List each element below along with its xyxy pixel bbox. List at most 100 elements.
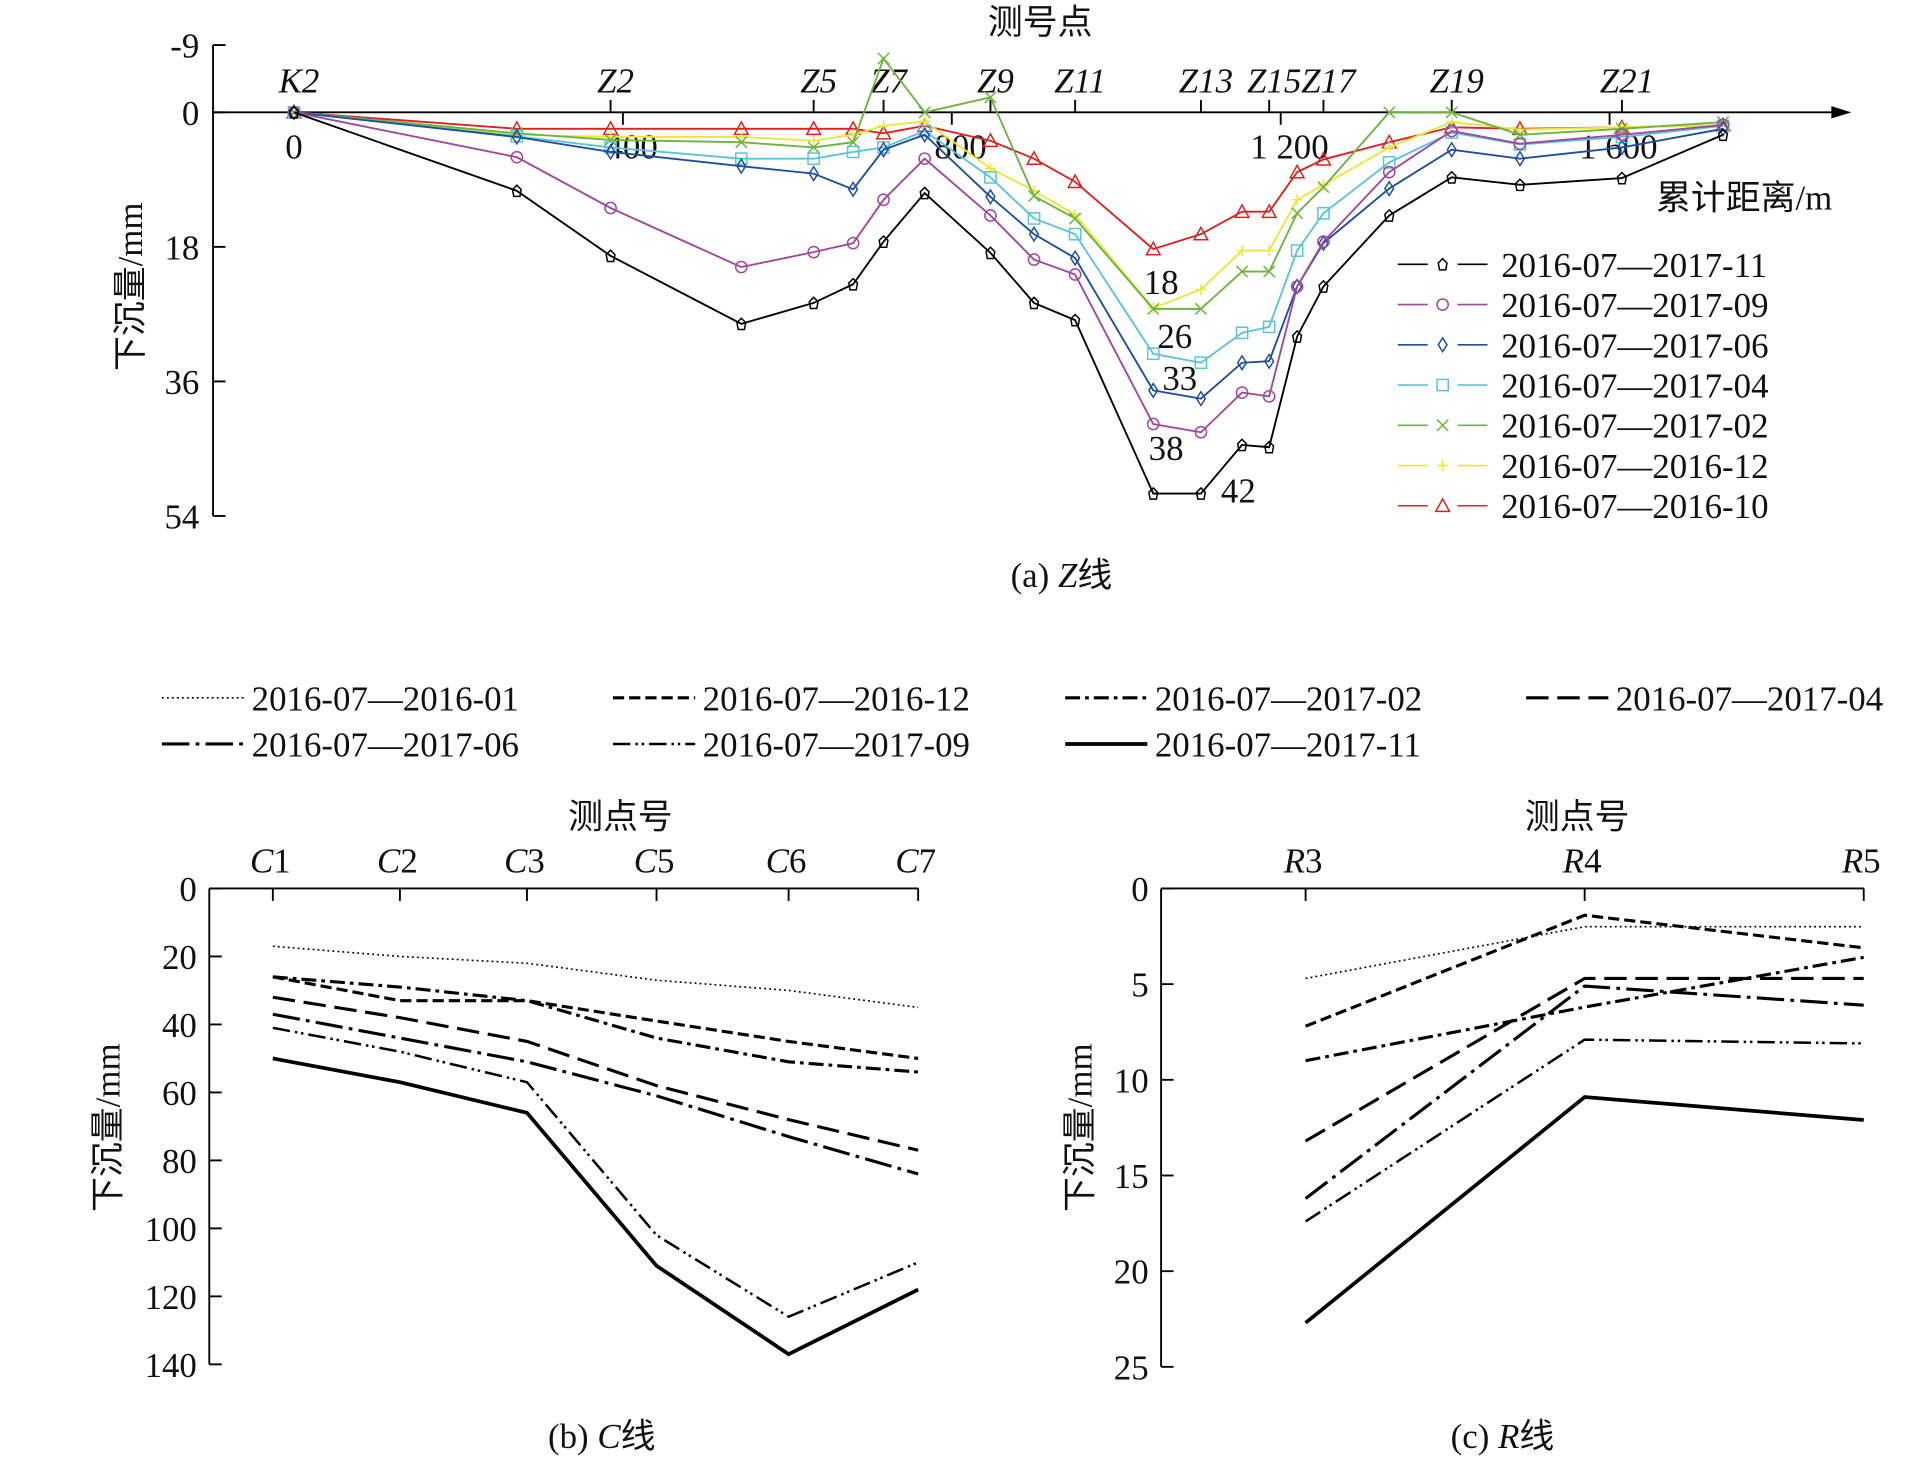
- panel-a-data-point: [1263, 352, 1275, 370]
- panel-a-data-point: [846, 145, 860, 159]
- panel-c-y-tick-label: 25: [1114, 1348, 1149, 1387]
- panel-a-data-point: [1194, 356, 1208, 370]
- panel-c-x-tick-label-number: 5: [1863, 841, 1880, 880]
- panel-a-point-label: Z9: [977, 61, 1014, 100]
- panel-a-series-line: [293, 111, 1724, 495]
- panel-a-caption-prefix: (a): [1011, 556, 1058, 595]
- panel-a-legend-marker: [1436, 378, 1449, 392]
- panel-b-title: 测点号: [568, 798, 673, 837]
- panel-c-x-tick-label-number: 4: [1584, 841, 1601, 880]
- panel-a-data-point: [982, 132, 999, 148]
- panel-a-data-point: [736, 317, 747, 331]
- panel-b-caption: (b) C线: [548, 1417, 656, 1456]
- panel-a-data-point: [1615, 128, 1629, 142]
- panel-a-data-point: [1147, 302, 1160, 316]
- panel-c-x-tick-label-letter: R: [1841, 841, 1863, 880]
- panel-b-x-tick-label-number: 1: [273, 841, 290, 880]
- panel-a-data-point: [1195, 486, 1207, 500]
- panel-c-caption-prefix: (c): [1451, 1417, 1498, 1456]
- panel-a-data-point: [985, 246, 996, 260]
- panel-a-point-label: Z11: [1054, 61, 1106, 100]
- panel-b-series-dashdot: [272, 975, 919, 1074]
- panel-a-point-label: Z21: [1600, 61, 1654, 100]
- panel-b-y-tick-label: 140: [145, 1346, 197, 1385]
- panel-b-x-tick-label: C5: [634, 841, 675, 880]
- panel-b-series-solid: [272, 1056, 919, 1357]
- panel-a-y-tick-label: -9: [170, 27, 199, 66]
- panel-b-caption-prefix: (b): [548, 1417, 597, 1456]
- panel-a-series-line: [293, 111, 1724, 434]
- panel-a-data-point: [1069, 313, 1081, 327]
- panel-a-data-point: [1716, 118, 1730, 132]
- panel-c-series-longdashdot: [1304, 984, 1864, 1200]
- panel-c-y-tick-label: 10: [1114, 1061, 1149, 1100]
- panel-a-legend-marker: [1436, 419, 1449, 432]
- panel-a-data-point: [1194, 425, 1208, 439]
- panel-a-data-point: [1147, 382, 1159, 399]
- panel-b-x-tick-label-number: 7: [919, 841, 936, 880]
- panel-a-data-point: [605, 143, 616, 161]
- legend-label: 2016-07—2017-02: [1155, 679, 1422, 718]
- panel-c-x-tick-label: R4: [1562, 841, 1602, 880]
- panel-a-data-point: [1068, 268, 1082, 281]
- panel-a-data-point: [1235, 326, 1249, 340]
- panel-a-data-point: [736, 157, 747, 175]
- panel-a-data-point: [1195, 283, 1207, 296]
- panel-a-data-point: [604, 141, 617, 154]
- panel-a-legend-marker: [1434, 497, 1451, 513]
- panel-a-data-point: [1514, 123, 1526, 136]
- panel-a-data-point: [1317, 206, 1330, 220]
- panel-a-data-point: [1069, 249, 1081, 267]
- panel-a-data-point: [1025, 150, 1043, 166]
- panel-c-x-tick-label-number: 3: [1305, 841, 1322, 880]
- panel-b-series-dashdotdot: [272, 1026, 919, 1319]
- panel-a-data-point: [511, 184, 523, 198]
- panel-a-data-point: [1384, 208, 1395, 222]
- panel-a-data-point: [807, 152, 821, 166]
- panel-b-x-tick-label: C1: [250, 841, 291, 880]
- panel-a-data-point: [1514, 178, 1526, 192]
- panel-a-data-point: [1445, 106, 1458, 119]
- panel-c-x-tick-label-letter: R: [1283, 841, 1305, 880]
- panel-a-data-point: [1290, 244, 1304, 257]
- panel-a-legend-label: 2016-07—2017-04: [1501, 366, 1768, 405]
- panel-a-data-point: [1382, 165, 1396, 179]
- panel-a-legend-label: 2016-07—2016-10: [1501, 487, 1768, 526]
- panel-a-data-point: [1146, 417, 1160, 431]
- panel-a-x-label: 累计距离/m: [1656, 178, 1832, 217]
- panel-a-data-point: [1317, 179, 1330, 191]
- panel-a-data-point: [1145, 240, 1162, 256]
- panel-a-series-line: [293, 111, 1724, 364]
- panel-c-y-tick-label: 15: [1114, 1157, 1149, 1196]
- panel-a-annotation: 18: [1144, 263, 1179, 302]
- panel-a-data-point: [1383, 141, 1395, 154]
- panel-a-caption-letter: Z: [1058, 556, 1078, 595]
- panel-a-data-point: [847, 277, 859, 291]
- panel-a-y-tick-label: 54: [164, 497, 199, 536]
- panel-a-data-point: [1262, 390, 1276, 403]
- panel-a-data-point: [1028, 225, 1040, 243]
- panel-a-data-point: [984, 171, 997, 184]
- panel-a-legend-marker: [1437, 257, 1448, 271]
- panel-b-x-tick-label-letter: C: [895, 841, 919, 880]
- panel-b-y-tick-label: 80: [162, 1142, 197, 1181]
- panel-a-legend-label: 2016-07—2017-11: [1501, 246, 1767, 285]
- panel-a-legend-label: 2016-07—2016-12: [1501, 447, 1768, 486]
- panel-a-data-point: [735, 136, 748, 149]
- panel-b-y-tick-label: 20: [162, 938, 197, 977]
- panel-a-data-point: [807, 245, 821, 259]
- panel-a-data-point: [1067, 173, 1084, 189]
- panel-a-data-point: [735, 131, 747, 143]
- panel-a-data-point: [919, 186, 930, 200]
- panel-a-x-tick-label: 1 200: [1250, 127, 1328, 166]
- panel-a-data-point: [734, 152, 748, 166]
- panel-a-x-tick-label: 0: [285, 127, 302, 166]
- panel-c-y-tick-label: 20: [1114, 1253, 1149, 1292]
- panel-a-data-point: [877, 52, 890, 65]
- legend-label: 2016-07—2017-04: [1616, 679, 1883, 718]
- panel-b-x-tick-label: C3: [504, 841, 545, 880]
- panel-a-data-point: [1192, 225, 1210, 241]
- panel-a-legend-marker: [1437, 336, 1448, 354]
- panel-a-annotation: 26: [1157, 317, 1192, 356]
